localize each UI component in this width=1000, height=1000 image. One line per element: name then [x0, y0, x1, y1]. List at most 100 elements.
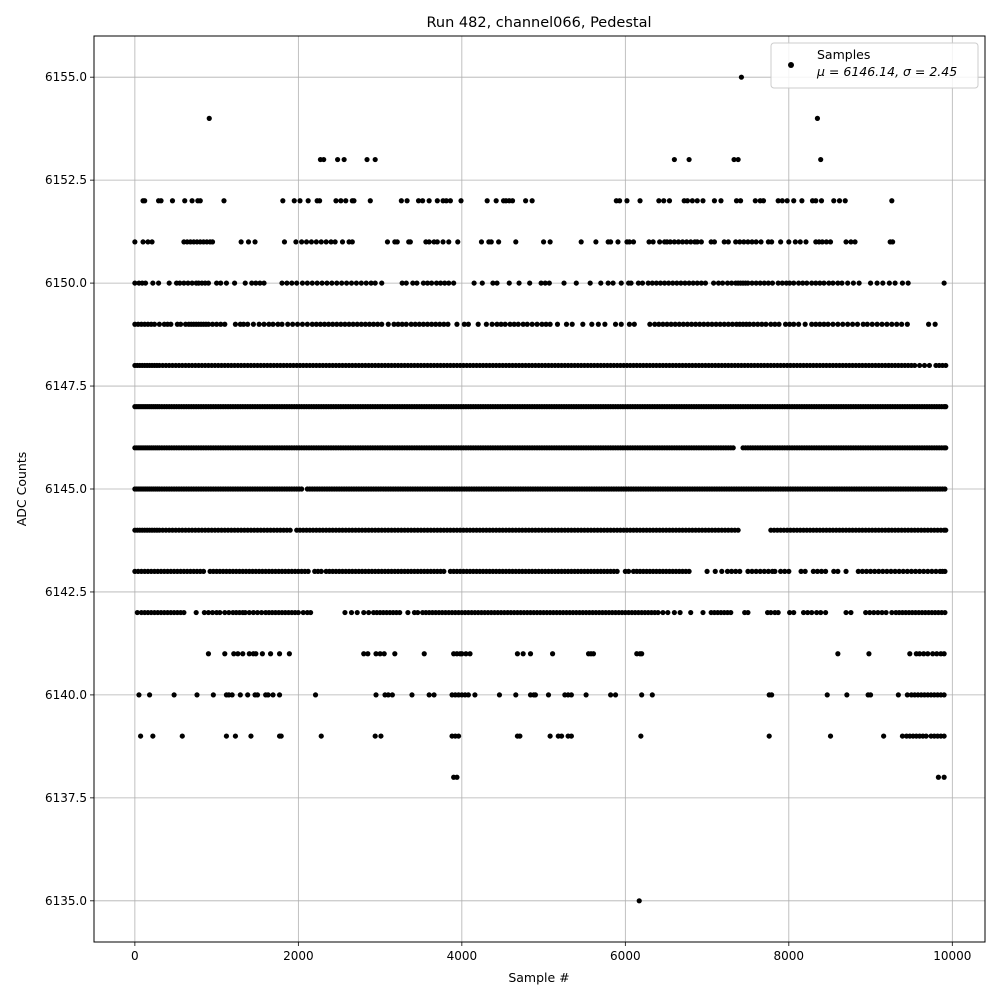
data-point: [904, 321, 910, 327]
data-point: [415, 609, 421, 616]
data-point: [923, 733, 929, 739]
data-point: [168, 321, 174, 327]
data-point: [766, 733, 772, 739]
data-point: [246, 651, 252, 657]
data-point: [339, 239, 346, 245]
data-point: [454, 321, 460, 327]
data-point: [446, 239, 452, 245]
data-point: [694, 198, 700, 204]
data-point: [142, 280, 149, 286]
data-point: [649, 692, 655, 698]
data-point: [769, 239, 775, 245]
data-point: [318, 733, 324, 739]
data-point: [636, 898, 642, 904]
data-point: [618, 321, 624, 327]
data-point: [258, 609, 265, 616]
data-point: [912, 568, 919, 574]
data-point: [943, 404, 949, 410]
data-point: [332, 239, 338, 245]
data-point: [912, 362, 918, 369]
data-point: [237, 692, 243, 698]
data-point: [608, 692, 614, 698]
data-point: [670, 280, 676, 286]
data-point: [391, 321, 397, 327]
data-point: [728, 280, 735, 286]
data-point: [205, 321, 212, 327]
data-point: [768, 609, 774, 616]
data-point: [835, 280, 841, 286]
data-point: [929, 568, 935, 574]
data-point: [200, 568, 207, 574]
data-point: [546, 280, 552, 286]
data-point: [825, 321, 831, 327]
data-point: [661, 280, 668, 286]
data-point: [205, 609, 212, 616]
data-point: [775, 609, 781, 616]
data-point: [778, 239, 784, 245]
data-point: [308, 609, 314, 616]
data-point: [181, 609, 187, 616]
data-point: [245, 239, 252, 245]
data-point: [342, 321, 348, 327]
data-point: [205, 280, 212, 286]
data-point: [645, 280, 651, 286]
data-point: [728, 609, 734, 616]
data-point: [666, 198, 673, 204]
data-point: [749, 239, 755, 245]
data-point: [818, 609, 824, 616]
data-point: [372, 280, 378, 286]
data-point: [598, 280, 604, 286]
data-point: [718, 198, 724, 204]
data-point: [715, 280, 722, 286]
data-point: [746, 321, 753, 327]
data-point: [802, 321, 808, 327]
data-point: [261, 280, 267, 286]
data-point: [818, 156, 824, 163]
data-point: [578, 239, 584, 245]
data-point: [563, 321, 570, 327]
data-point: [711, 198, 718, 204]
data-point: [836, 198, 843, 204]
data-point: [276, 651, 283, 657]
data-point: [817, 280, 823, 286]
data-point: [652, 321, 658, 327]
data-point: [297, 198, 303, 204]
data-point: [657, 239, 663, 245]
x-tick-label: 0: [131, 949, 139, 963]
data-point: [779, 198, 785, 204]
data-point: [405, 609, 411, 616]
data-point: [737, 568, 743, 574]
data-point: [814, 609, 820, 616]
data-point: [684, 198, 691, 204]
data-point: [509, 198, 516, 204]
data-point: [671, 156, 677, 163]
data-point: [580, 321, 586, 327]
data-point: [547, 733, 553, 739]
data-point: [867, 609, 873, 616]
data-point: [797, 239, 803, 245]
data-point: [618, 280, 624, 286]
x-tick-label: 6000: [610, 949, 641, 963]
data-point: [765, 568, 771, 574]
data-point: [378, 733, 384, 739]
data-point: [156, 321, 162, 327]
data-point: [809, 280, 815, 286]
data-point: [284, 280, 290, 286]
data-point: [445, 321, 451, 327]
data-point: [226, 609, 232, 616]
data-point: [189, 198, 195, 204]
data-point: [222, 609, 228, 616]
data-point: [364, 156, 370, 163]
data-point: [362, 321, 368, 327]
data-point: [941, 774, 947, 780]
data-point: [745, 280, 751, 286]
data-point: [421, 651, 427, 657]
data-point: [252, 239, 258, 245]
data-point: [240, 321, 247, 327]
data-point: [941, 692, 947, 698]
data-point: [823, 609, 829, 616]
data-point: [281, 239, 288, 245]
data-point: [675, 239, 682, 245]
data-point: [842, 198, 848, 204]
data-point: [137, 733, 144, 739]
